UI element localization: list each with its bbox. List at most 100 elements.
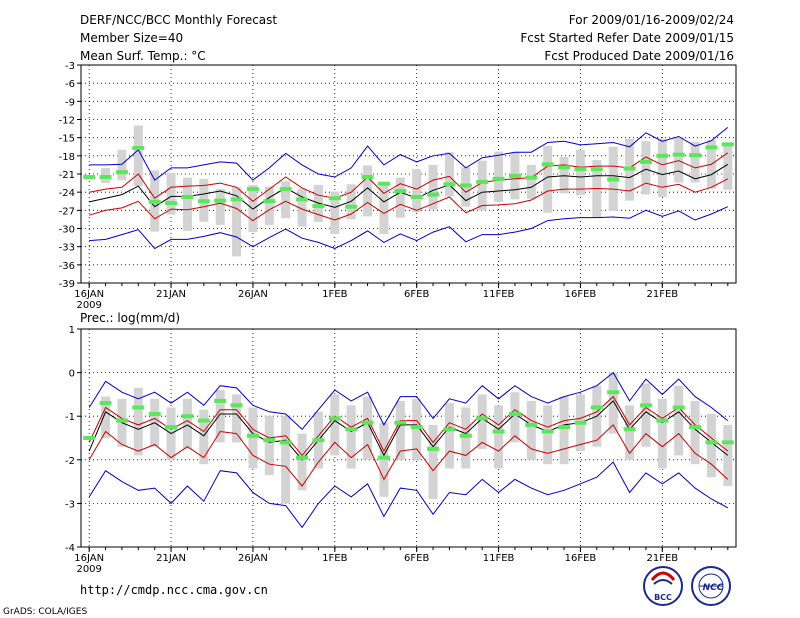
observed-marker — [312, 204, 325, 209]
ensemble-box — [690, 400, 700, 465]
ensemble-box — [379, 422, 389, 497]
observed-marker — [525, 422, 538, 427]
observed-marker — [705, 145, 718, 150]
observed-marker — [459, 183, 472, 188]
ensemble-box — [674, 137, 684, 183]
observed-marker — [115, 418, 128, 423]
observed-marker — [246, 187, 259, 192]
observed-marker — [115, 170, 128, 175]
source-url[interactable]: http://cmdp.ncc.cma.gov.cn — [80, 583, 268, 597]
ensemble-box — [444, 152, 454, 197]
ensemble-box — [559, 396, 569, 465]
series-spread-lower-outer — [88, 461, 729, 529]
observed-marker — [181, 195, 194, 200]
observed-marker — [197, 199, 210, 204]
observed-marker — [689, 425, 702, 430]
ensemble-box — [363, 165, 373, 217]
ensemble-box — [608, 372, 618, 434]
y-tick-label: -3 — [65, 499, 75, 510]
ensemble-box — [657, 398, 667, 469]
y-tick-label: -9 — [65, 97, 75, 108]
observed-marker — [607, 390, 620, 395]
observed-marker — [558, 165, 571, 170]
observed-marker — [83, 175, 96, 180]
observed-marker — [246, 433, 259, 438]
series-spread-upper-inner — [89, 152, 729, 202]
x-tick-label: 16FEB — [565, 553, 597, 564]
observed-marker — [590, 167, 603, 172]
ensemble-box — [444, 403, 454, 469]
observed-marker — [263, 199, 276, 204]
observed-marker — [558, 425, 571, 430]
ensemble-box — [477, 160, 487, 211]
observed-marker — [623, 166, 636, 171]
ensemble-box — [723, 144, 733, 190]
observed-marker — [197, 418, 210, 423]
observed-marker — [279, 187, 292, 192]
y-tick-label: -33 — [59, 243, 75, 254]
observed-marker — [132, 145, 145, 150]
observed-marker — [410, 425, 423, 430]
observed-marker — [214, 398, 227, 403]
series-spread-upper-outer — [89, 127, 729, 181]
ensemble-box — [133, 387, 143, 456]
member-size-label: Member Size=40 — [80, 31, 183, 45]
observed-marker — [328, 416, 341, 421]
observed-marker — [639, 159, 652, 164]
y-tick-label: 1 — [69, 325, 75, 336]
precip-axis-title: Prec.: log(mm/d) — [80, 311, 180, 325]
ensemble-box — [510, 392, 520, 443]
x-tick-label: 21JAN — [156, 289, 186, 300]
observed-marker — [574, 167, 587, 172]
observed-marker — [410, 195, 423, 200]
ensemble-box — [641, 383, 651, 447]
observed-marker — [377, 455, 390, 460]
observed-marker — [230, 403, 243, 408]
observed-marker — [361, 420, 374, 425]
x-tick-label: 11FEB — [483, 553, 515, 564]
observed-marker — [492, 429, 505, 434]
observed-marker — [296, 455, 309, 460]
y-tick-label: -30 — [59, 225, 75, 236]
ensemble-box — [706, 414, 716, 478]
ensemble-box — [133, 125, 143, 187]
ensemble-box — [215, 390, 225, 443]
observed-marker — [230, 197, 243, 202]
observed-marker — [296, 197, 309, 202]
observed-marker — [541, 429, 554, 434]
y-tick-label: -27 — [59, 206, 75, 217]
grads-credit: GrADS: COLA/IGES — [3, 607, 87, 617]
observed-marker — [508, 173, 521, 178]
series-spread-lower-inner — [88, 424, 729, 487]
x-tick-label: 6FEB — [404, 553, 429, 564]
variable-label: Mean Surf. Temp.: °C — [80, 49, 206, 63]
series-spread-upper-outer — [88, 371, 729, 431]
y-tick-label: -2 — [65, 456, 75, 467]
observed-marker — [443, 427, 456, 432]
ncc-logo-text: NCC — [703, 583, 724, 593]
ensemble-box — [526, 164, 536, 199]
observed-marker — [181, 414, 194, 419]
ensemble-box — [559, 157, 569, 194]
x-tick-label: 6FEB — [404, 289, 429, 300]
observed-marker — [672, 405, 685, 410]
x-tick-label: 16FEB — [565, 289, 597, 300]
ensemble-box — [101, 396, 111, 438]
y-tick-label: -21 — [59, 170, 75, 181]
observed-marker — [590, 405, 603, 410]
ensemble-box — [412, 169, 422, 213]
y-tick-label: 0 — [69, 369, 75, 380]
y-tick-label: -18 — [59, 152, 75, 163]
y-tick-label: -39 — [59, 279, 75, 290]
observed-marker — [263, 438, 276, 443]
ensemble-box — [461, 407, 471, 469]
observed-marker — [443, 182, 456, 187]
observed-marker — [721, 440, 734, 445]
ensemble-box — [281, 416, 291, 504]
ensemble-box — [395, 177, 405, 218]
chart-title: DERF/NCC/BCC Monthly Forecast — [80, 13, 277, 27]
observed-marker — [427, 192, 440, 197]
ensemble-box — [232, 187, 242, 257]
